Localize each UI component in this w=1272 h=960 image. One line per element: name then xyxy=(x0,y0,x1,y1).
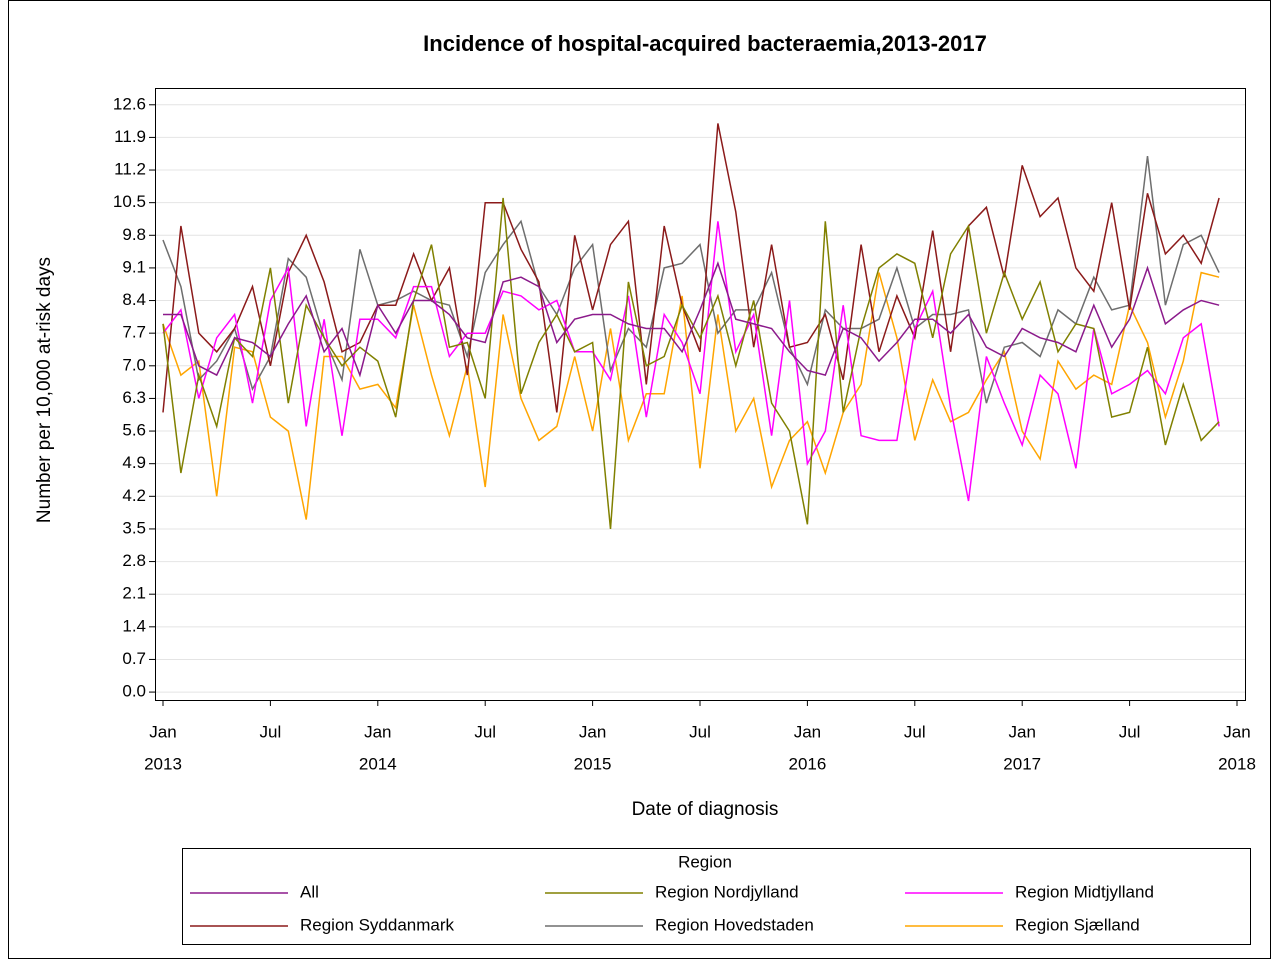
y-tick-label: 8.4 xyxy=(122,290,146,309)
y-tick-label: 1.4 xyxy=(122,616,146,635)
series-line xyxy=(163,261,1220,378)
x-tick-label: Jan xyxy=(1008,722,1035,741)
y-tick-label: 11.9 xyxy=(114,127,146,146)
y-tick-label: 9.1 xyxy=(122,257,146,276)
plot-frame xyxy=(155,88,1246,701)
y-tick-label: 2.1 xyxy=(122,584,146,603)
x-axis-title: Date of diagnosis xyxy=(632,799,779,820)
y-tick-label: 12.6 xyxy=(113,94,146,113)
series-line xyxy=(162,123,1220,413)
x-tick-label: Jan xyxy=(794,722,821,741)
y-tick-label: 7.7 xyxy=(122,323,146,342)
x-tick-label: Jan xyxy=(579,722,606,741)
x-tick-label: 2017 xyxy=(1003,754,1041,773)
legend-label: All xyxy=(300,882,319,901)
x-tick-label: Jul xyxy=(474,722,496,741)
x-tick-label: Jan xyxy=(1223,722,1250,741)
legend-title: Region xyxy=(678,852,732,871)
x-tick-label: Jan xyxy=(149,722,176,741)
series-line xyxy=(162,271,1220,520)
x-tick-label: 2015 xyxy=(574,754,612,773)
x-tick-label: 2014 xyxy=(359,754,397,773)
y-tick-label: 5.6 xyxy=(122,421,146,440)
y-axis-title: Number per 10,000 at-risk days xyxy=(34,257,55,523)
y-tick-label: 4.9 xyxy=(122,453,146,472)
legend-label: Region Hovedstaden xyxy=(655,915,814,934)
x-tick-label: 2016 xyxy=(788,754,826,773)
legend-label: Region Sjælland xyxy=(1015,915,1140,934)
series-line xyxy=(162,221,1220,502)
y-tick-label: 10.5 xyxy=(113,192,146,211)
y-tick-label: 3.5 xyxy=(122,518,146,537)
x-tick-label: Jul xyxy=(689,722,711,741)
series-line xyxy=(162,156,1220,404)
y-tick-label: 11.2 xyxy=(114,160,146,179)
series-line xyxy=(162,197,1220,529)
y-tick-label: 0.7 xyxy=(122,649,146,668)
x-tick-label: Jul xyxy=(1119,722,1141,741)
legend-label: Region Nordjylland xyxy=(655,882,799,901)
y-tick-label: 6.3 xyxy=(122,388,146,407)
x-tick-label: Jul xyxy=(260,722,282,741)
frame xyxy=(8,0,1271,959)
x-tick-label: Jan xyxy=(364,722,391,741)
y-tick-label: 0.0 xyxy=(122,682,146,701)
y-tick-label: 9.8 xyxy=(122,225,146,244)
x-tick-label: 2013 xyxy=(144,754,182,773)
y-tick-label: 7.0 xyxy=(122,355,146,374)
legend-box xyxy=(182,848,1251,945)
legend-label: Region Midtjylland xyxy=(1015,882,1154,901)
x-tick-label: 2018 xyxy=(1218,754,1256,773)
x-tick-label: Jul xyxy=(904,722,926,741)
y-tick-label: 4.2 xyxy=(122,486,146,505)
chart-title: Incidence of hospital-acquired bacteraem… xyxy=(423,31,987,56)
legend-label: Region Syddanmark xyxy=(300,915,455,934)
y-tick-label: 2.8 xyxy=(122,551,146,570)
